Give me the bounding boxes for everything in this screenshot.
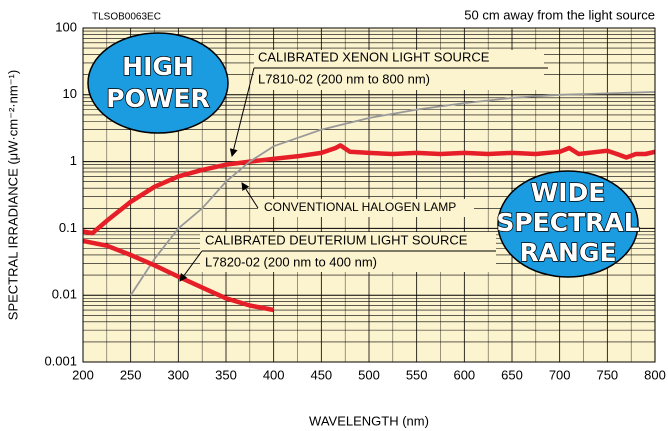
chart: TLSOB0063EC 50 cm away from the light so… bbox=[0, 0, 668, 431]
x-tick-label: 750 bbox=[596, 367, 618, 382]
x-tick-label: 550 bbox=[406, 367, 428, 382]
x-tick-label: 600 bbox=[453, 367, 475, 382]
annotation: CONVENTIONAL HALOGEN LAMP bbox=[264, 200, 456, 214]
y-tick-label: 0.1 bbox=[59, 220, 77, 235]
badge-text: RANGE bbox=[519, 238, 616, 267]
y-tick-label: 0.01 bbox=[52, 287, 77, 302]
badge-text: WIDE bbox=[531, 178, 606, 207]
y-tick-label: 100 bbox=[55, 19, 77, 34]
x-tick-label: 500 bbox=[358, 367, 380, 382]
x-tick-label: 700 bbox=[549, 367, 571, 382]
badge-text: HIGH bbox=[122, 52, 194, 81]
x-tick-label: 250 bbox=[120, 367, 142, 382]
y-tick-label: 10 bbox=[63, 86, 77, 101]
x-tick-label: 200 bbox=[72, 367, 94, 382]
x-tick-label: 450 bbox=[310, 367, 332, 382]
y-tick-label: 1 bbox=[70, 153, 77, 168]
annotation: CALIBRATED XENON LIGHT SOURCE bbox=[258, 49, 490, 64]
badge-text: SPECTRAL bbox=[496, 208, 639, 237]
badge-text: POWER bbox=[106, 84, 209, 113]
x-tick-label: 350 bbox=[215, 367, 237, 382]
annotation: L7820-02 (200 nm to 400 nm) bbox=[205, 254, 377, 269]
y-tick-label: 0.001 bbox=[44, 353, 77, 368]
chart-code: TLSOB0063EC bbox=[92, 12, 161, 23]
badge-bg bbox=[88, 33, 228, 133]
x-tick-label: 800 bbox=[644, 367, 666, 382]
x-axis-title: WAVELENGTH (nm) bbox=[309, 413, 429, 428]
annotation: L7810-02 (200 nm to 800 nm) bbox=[258, 71, 430, 86]
x-tick-label: 650 bbox=[501, 367, 523, 382]
annotation: CALIBRATED DEUTERIUM LIGHT SOURCE bbox=[205, 232, 468, 247]
chart-subtitle: 50 cm away from the light source bbox=[464, 7, 655, 22]
x-tick-label: 400 bbox=[263, 367, 285, 382]
y-axis-title: SPECTRAL IRRADIANCE (μW·cm⁻²·nm⁻¹) bbox=[5, 70, 20, 320]
x-tick-label: 300 bbox=[167, 367, 189, 382]
